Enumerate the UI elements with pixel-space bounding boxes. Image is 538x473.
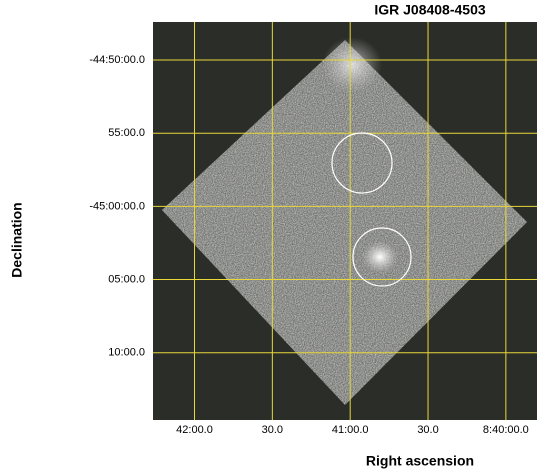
x-tick-label: 8:40:00.0 bbox=[483, 424, 529, 436]
y-tick-label: 10:00.0 bbox=[108, 347, 145, 359]
exposure-noise bbox=[162, 40, 527, 405]
x-axis-label: Right ascension bbox=[366, 453, 474, 469]
source-region bbox=[352, 227, 412, 287]
x-tick-label: 42:00.0 bbox=[176, 424, 213, 436]
y-tick-label: 55:00.0 bbox=[108, 127, 145, 139]
bright-region bbox=[322, 37, 382, 93]
x-tick-label: 30.0 bbox=[262, 424, 283, 436]
x-tick-label: 30.0 bbox=[417, 424, 438, 436]
y-axis-label: Declination bbox=[9, 202, 25, 277]
x-tick-label: 41:00.0 bbox=[332, 424, 369, 436]
y-tick-label: -44:50:00.0 bbox=[89, 54, 145, 66]
y-tick-label: 05:00.0 bbox=[108, 273, 145, 285]
source-blob bbox=[362, 241, 398, 273]
background-region bbox=[331, 132, 393, 194]
chart-title: IGR J08408-4503 bbox=[374, 2, 486, 18]
y-tick-label: -45:00:00.0 bbox=[89, 200, 145, 212]
